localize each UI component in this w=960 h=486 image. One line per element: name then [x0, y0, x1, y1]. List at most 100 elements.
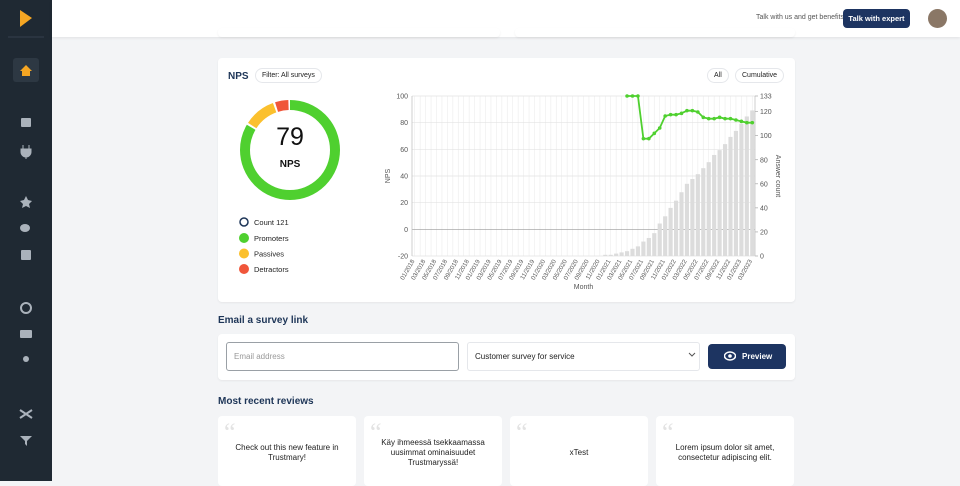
- y2-tick-label: 133: [760, 94, 772, 101]
- bar: [706, 162, 711, 256]
- line-point: [679, 111, 684, 116]
- card-edge: [218, 28, 500, 37]
- line-point: [657, 126, 662, 130]
- bar: [630, 248, 635, 256]
- line-point: [630, 94, 635, 98]
- line: [627, 95, 753, 140]
- bar: [728, 136, 733, 256]
- x-axis-title: Month: [574, 284, 594, 291]
- line-point: [745, 120, 749, 125]
- bar: [744, 116, 749, 256]
- line-point: [734, 118, 738, 122]
- line-point: [690, 108, 695, 113]
- legend-label: Passives: [254, 250, 284, 259]
- nps-score: 79: [276, 123, 304, 151]
- bar: [712, 154, 717, 256]
- y-tick-label: 0: [404, 227, 408, 234]
- legend-label: Detractors: [254, 265, 289, 274]
- logo: [20, 10, 32, 27]
- card-edge: [515, 28, 795, 37]
- toggle-cumulative[interactable]: Cumulative: [735, 68, 785, 83]
- bar: [657, 223, 662, 256]
- sync-icon[interactable]: [20, 302, 32, 314]
- y-tick-label: 100: [396, 94, 408, 101]
- review-card[interactable]: “Check out this new feature in Trustmary…: [218, 416, 356, 486]
- filter-icon[interactable]: [20, 436, 32, 446]
- shuffle-icon[interactable]: [19, 409, 33, 419]
- bar: [635, 246, 641, 256]
- bar: [722, 144, 728, 256]
- quote-icon: “: [224, 418, 236, 447]
- line-point: [739, 119, 744, 124]
- bar: [614, 253, 619, 256]
- y2-tick-label: 40: [760, 205, 768, 212]
- star-icon[interactable]: [20, 196, 32, 208]
- top-bar: Talk with us and get benefits Talk with …: [52, 0, 960, 37]
- line-point: [685, 108, 689, 113]
- nps-label: NPS: [280, 159, 301, 170]
- y2-tick-label: 60: [760, 181, 768, 188]
- users-icon[interactable]: [23, 356, 29, 362]
- review-text: Check out this new feature in Trustmary!: [235, 443, 339, 462]
- bar: [624, 251, 630, 256]
- bar: [695, 174, 700, 256]
- y-tick-label: -20: [398, 254, 408, 261]
- nps-title: NPS: [228, 71, 249, 82]
- eye-icon: [724, 351, 736, 361]
- bar: [608, 254, 613, 256]
- toggle-all[interactable]: All: [707, 68, 729, 83]
- review-card[interactable]: “Käy ihmeessä tsekkaamassa uusimmat omin…: [364, 416, 502, 486]
- report-icon[interactable]: [21, 250, 31, 260]
- line-point: [674, 112, 678, 117]
- bar: [701, 168, 706, 256]
- y2-axis-title: Answer count: [774, 155, 781, 197]
- plug-icon[interactable]: [20, 145, 32, 159]
- bar: [663, 216, 668, 256]
- line-point: [647, 136, 651, 141]
- calendar-icon[interactable]: [21, 118, 31, 127]
- quote-icon: “: [516, 418, 528, 447]
- talk-button[interactable]: Talk with expert: [843, 9, 910, 28]
- line-point: [663, 114, 667, 118]
- mail-icon[interactable]: [20, 330, 32, 338]
- review-card[interactable]: “ xTest: [510, 416, 648, 486]
- survey-select[interactable]: Customer survey for service: [467, 342, 700, 371]
- line-point: [706, 116, 711, 121]
- y-tick-label: 20: [400, 200, 408, 207]
- eye: [724, 351, 736, 361]
- home-icon[interactable]: [20, 65, 32, 76]
- line-point: [625, 94, 629, 98]
- review-text: xTest: [569, 448, 589, 457]
- filter-pill[interactable]: Filter: All surveys: [255, 68, 322, 83]
- bar: [717, 150, 722, 256]
- line-point: [712, 116, 716, 121]
- legend-marker: [239, 264, 249, 274]
- email-card: Email address Customer survey for servic…: [218, 334, 795, 380]
- line-point: [701, 115, 706, 120]
- bar: [641, 241, 646, 256]
- y2-tick-label: 20: [760, 229, 768, 236]
- email-title: Email a survey link: [218, 315, 309, 326]
- chevron: [688, 352, 696, 357]
- line-point: [696, 110, 700, 114]
- pupil: [728, 354, 732, 358]
- chat-icon[interactable]: [20, 224, 30, 232]
- sidebar-icons: [8, 10, 44, 446]
- avatar[interactable]: [928, 9, 947, 28]
- line-point: [636, 94, 640, 98]
- line-point: [750, 120, 755, 125]
- legend-count: Count 121: [254, 218, 289, 227]
- bar: [739, 123, 744, 256]
- nps-chart: -2002040608010002040608010012013301/2018…: [385, 94, 781, 292]
- y-axis-title: NPS: [385, 168, 392, 183]
- review-card[interactable]: “Lorem ipsum dolor sit amet, consectetur…: [656, 416, 794, 486]
- review-text: Käy ihmeessä tsekkaamassa uusimmat omina…: [381, 438, 485, 467]
- bar: [684, 183, 690, 256]
- email-input[interactable]: Email address: [226, 342, 459, 371]
- cta-text: Talk with us and get benefits: [756, 14, 844, 21]
- quote-icon: “: [370, 418, 382, 447]
- select-arrow: [688, 352, 696, 357]
- y-tick-label: 60: [400, 147, 408, 154]
- preview-text: Preview: [742, 352, 773, 361]
- preview-button[interactable]: Preview: [708, 344, 786, 369]
